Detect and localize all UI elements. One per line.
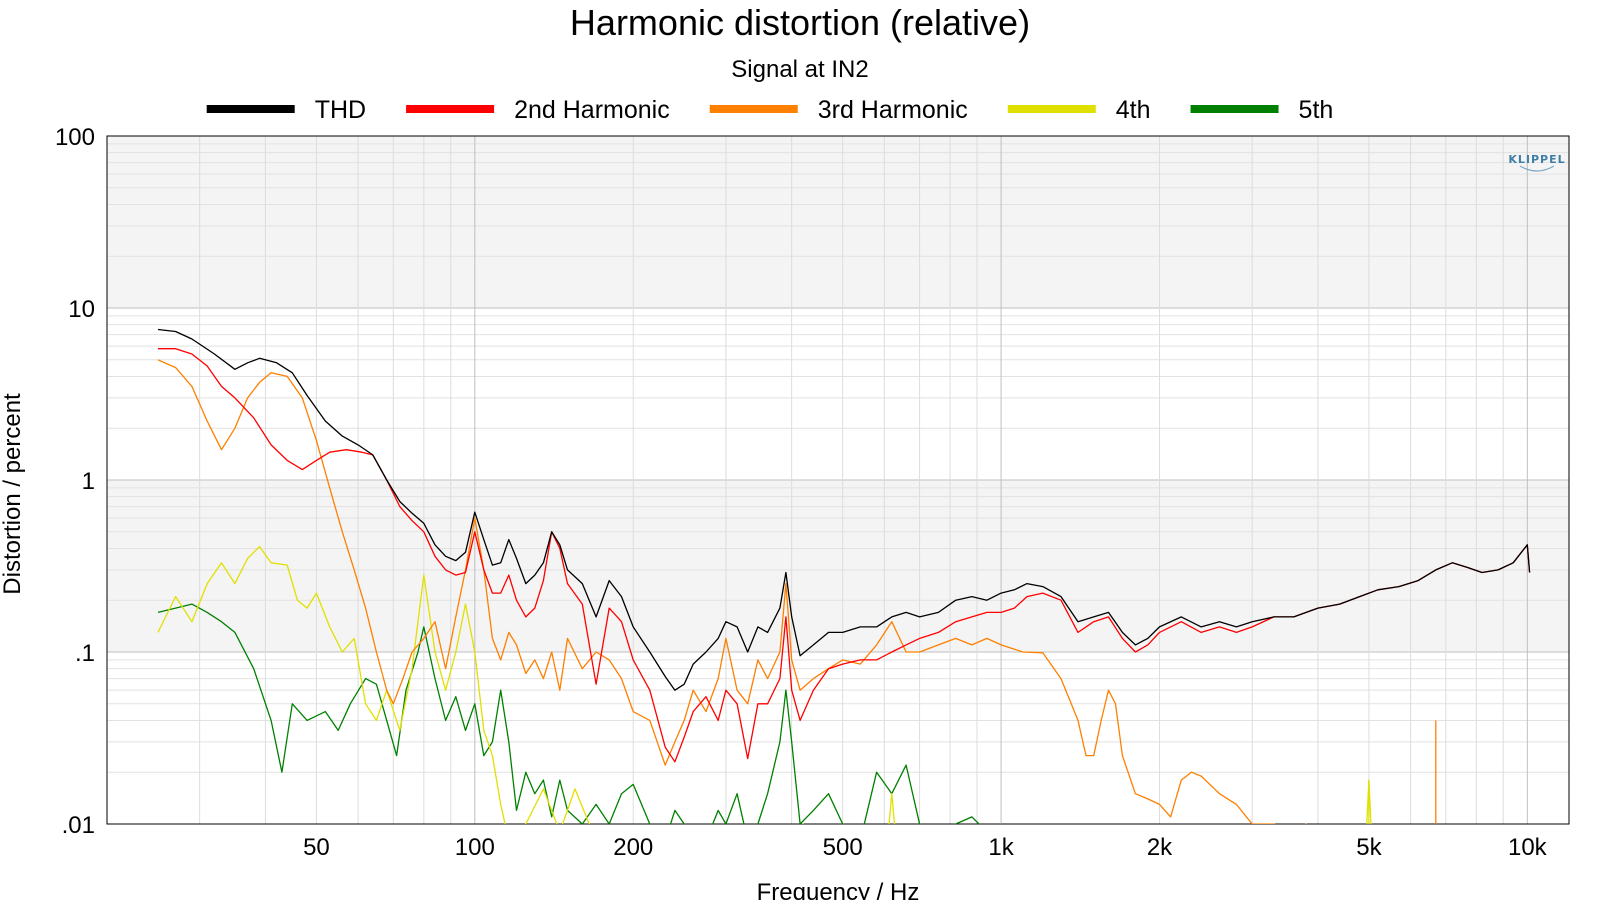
series-line-thd bbox=[157, 328, 1531, 691]
grid-band bbox=[107, 480, 1569, 652]
series-line-4th bbox=[157, 545, 1372, 824]
klippel-logo-swoosh bbox=[1519, 165, 1555, 172]
series-line-2nd-harmonic bbox=[158, 348, 1531, 763]
y-axis-ticks: 100 10 1 .1 .01 bbox=[55, 124, 95, 839]
grid-band bbox=[107, 308, 1569, 480]
plot-background bbox=[107, 136, 1569, 824]
legend: THD 2nd Harmonic 3rd Harmonic 4th 5th bbox=[206, 96, 1334, 124]
x-axis-label: Frequency / Hz bbox=[757, 879, 920, 900]
y-tick-label: .1 bbox=[75, 640, 95, 667]
x-tick-label: 5k bbox=[1356, 834, 1382, 861]
y-tick-label: .01 bbox=[62, 812, 95, 839]
grid-band bbox=[107, 136, 1569, 308]
y-tick-label: 10 bbox=[68, 296, 95, 323]
series-line-5th bbox=[157, 603, 1003, 824]
grid-band bbox=[107, 652, 1569, 824]
x-tick-label: 50 bbox=[303, 834, 330, 861]
plot-frame bbox=[106, 135, 1570, 825]
legend-label: 2nd Harmonic bbox=[514, 96, 670, 124]
legend-label: 3rd Harmonic bbox=[818, 96, 968, 124]
y-axis-label: Distortion / percent bbox=[0, 393, 26, 595]
grid-lines bbox=[107, 136, 1569, 825]
x-tick-label: 500 bbox=[823, 834, 863, 861]
x-tick-label: 2k bbox=[1147, 834, 1173, 861]
klippel-logo: KLIPPEL bbox=[1508, 153, 1565, 172]
chart-title: Harmonic distortion (relative) bbox=[569, 2, 1031, 43]
x-tick-label: 100 bbox=[455, 834, 495, 861]
x-tick-label: 10k bbox=[1508, 834, 1548, 861]
legend-label: THD bbox=[315, 96, 366, 124]
legend-label: 5th bbox=[1299, 96, 1334, 124]
y-tick-label: 100 bbox=[55, 124, 95, 151]
x-tick-label: 200 bbox=[613, 834, 653, 861]
series-line-3rd-harmonic bbox=[157, 359, 1307, 824]
x-tick-label: 1k bbox=[988, 834, 1014, 861]
x-axis-ticks: 50 100 200 500 1k 2k 5k 10k bbox=[303, 834, 1548, 861]
series-layer bbox=[157, 328, 1531, 824]
y-tick-label: 1 bbox=[82, 468, 95, 495]
klippel-logo-text: KLIPPEL bbox=[1508, 153, 1565, 166]
legend-label: 4th bbox=[1116, 96, 1151, 124]
chart-subtitle: Signal at IN2 bbox=[731, 56, 869, 83]
